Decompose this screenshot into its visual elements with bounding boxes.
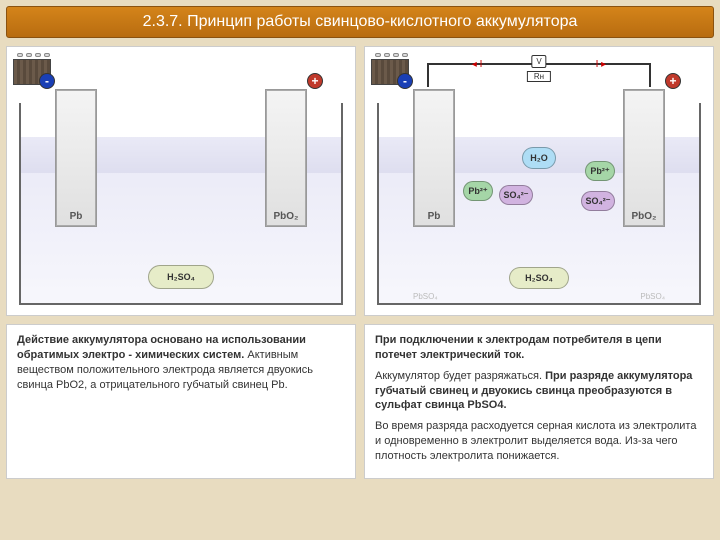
- product-label: PbSO₄: [413, 292, 438, 301]
- text-row: Действие аккумулятора основано на исполь…: [6, 324, 714, 479]
- diagram-discharge: V Rн ◂ I I ▸ - + Pb PbO₂ H₂O Pb²⁺ Pb²⁺ S…: [364, 46, 714, 316]
- current-arrow: I ▸: [596, 59, 607, 70]
- ion-pb2plus: Pb²⁺: [585, 161, 615, 181]
- diagram-row: - + Pb PbO₂ H₂SO₄ V Rн ◂: [6, 46, 714, 316]
- terminal-negative: -: [397, 73, 413, 89]
- text-panel-right: При подключении к электродам потребителя…: [364, 324, 714, 479]
- ion-so4: SO₄²⁻: [581, 191, 615, 211]
- ion-h2so4: H₂SO₄: [148, 265, 214, 289]
- electrode-pbo2: PbO₂: [265, 89, 307, 227]
- electrolyte-container: - + Pb PbO₂ H₂SO₄: [19, 103, 343, 305]
- diagram-charged: - + Pb PbO₂ H₂SO₄: [6, 46, 356, 316]
- electrode-pbo2: PbO₂: [623, 89, 665, 227]
- ion-pb2plus: Pb²⁺: [463, 181, 493, 201]
- terminal-positive: +: [665, 73, 681, 89]
- section-title: 2.3.7. Принцип работы свинцово-кислотног…: [6, 6, 714, 38]
- text-panel-left: Действие аккумулятора основано на исполь…: [6, 324, 356, 479]
- ion-h2so4: H₂SO₄: [509, 267, 569, 289]
- external-circuit: V Rн ◂ I I ▸: [427, 63, 651, 85]
- terminal-negative: -: [39, 73, 55, 89]
- ion-so4: SO₄²⁻: [499, 185, 533, 205]
- electrode-pb: Pb: [55, 89, 97, 227]
- load-resistor: Rн: [527, 71, 551, 82]
- current-arrow: ◂ I: [472, 59, 483, 70]
- ion-h2o: H₂O: [522, 147, 556, 169]
- electrolyte-container: V Rн ◂ I I ▸ - + Pb PbO₂ H₂O Pb²⁺ Pb²⁺ S…: [377, 103, 701, 305]
- product-label: PbSO₄: [640, 292, 665, 301]
- terminal-positive: +: [307, 73, 323, 89]
- electrode-pb: Pb: [413, 89, 455, 227]
- voltmeter: V: [531, 55, 546, 68]
